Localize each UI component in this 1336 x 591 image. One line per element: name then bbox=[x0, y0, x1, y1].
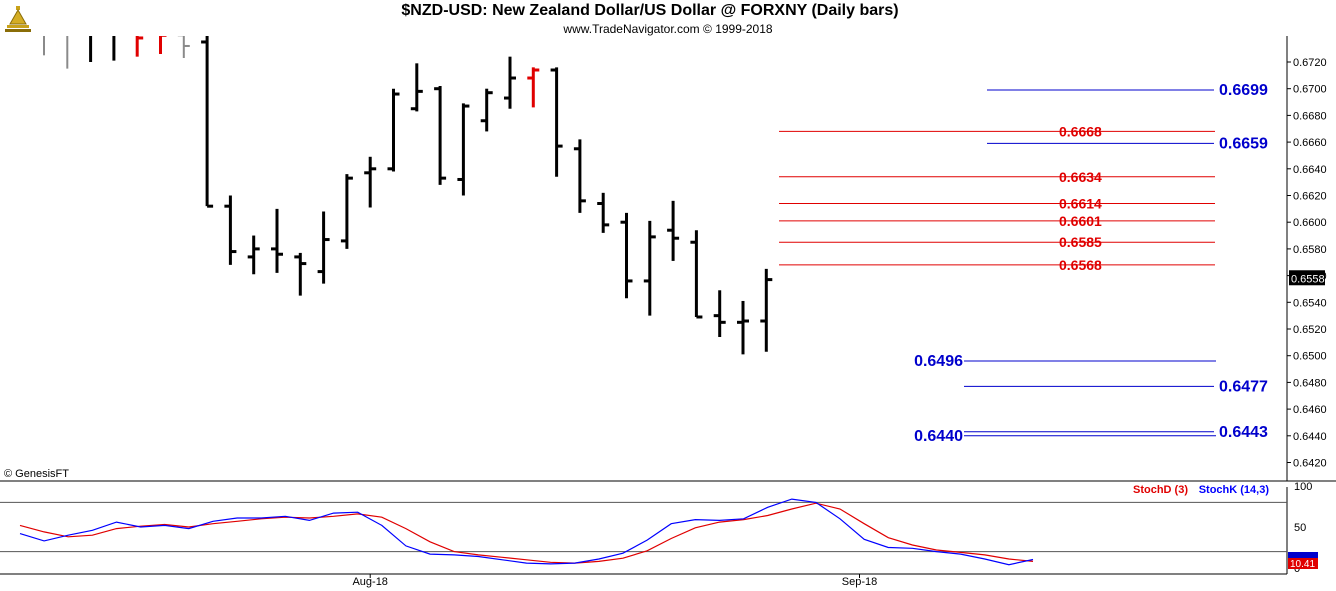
level-label: 0.6443 bbox=[1219, 424, 1268, 441]
level-label: 0.6614 bbox=[1059, 196, 1102, 212]
price-tick-label: 0.6480 bbox=[1293, 377, 1327, 389]
stoch-tick-label: 50 bbox=[1294, 522, 1306, 534]
price-tick-label: 0.6580 bbox=[1293, 244, 1327, 256]
credit-text: © GenesisFT bbox=[4, 468, 69, 480]
price-tick-label: 0.6540 bbox=[1293, 297, 1327, 309]
stoch-last-label: 10.41 bbox=[1290, 559, 1315, 570]
last-price-label: 0.6558 bbox=[1291, 273, 1325, 285]
chart-title: $NZD-USD: New Zealand Dollar/US Dollar @… bbox=[401, 2, 899, 19]
ohlc-bars-group bbox=[43, 36, 773, 355]
stoch-last-badge bbox=[1288, 558, 1318, 569]
level-label: 0.6699 bbox=[1219, 82, 1268, 99]
level-label: 0.6668 bbox=[1059, 123, 1102, 139]
date-tick-label: Sep-18 bbox=[842, 576, 877, 588]
level-label: 0.6496 bbox=[914, 353, 963, 370]
level-label: 0.6477 bbox=[1219, 378, 1268, 395]
price-tick-label: 0.6460 bbox=[1293, 404, 1327, 416]
level-label: 0.6634 bbox=[1059, 169, 1102, 185]
price-tick-label: 0.6440 bbox=[1293, 431, 1327, 443]
price-tick-label: 0.6680 bbox=[1293, 110, 1327, 122]
chart-subtitle: www.TradeNavigator.com © 1999-2018 bbox=[563, 22, 773, 36]
legend-stochk: StochK (14,3) bbox=[1199, 484, 1270, 496]
stoch-series-line bbox=[19, 498, 1034, 566]
price-tick-label: 0.6620 bbox=[1293, 191, 1327, 203]
price-tick-label: 0.6500 bbox=[1293, 351, 1327, 363]
level-label: 0.6568 bbox=[1059, 257, 1102, 273]
stoch-series-line bbox=[19, 502, 1034, 564]
price-tick-label: 0.6700 bbox=[1293, 84, 1327, 96]
last-price-badge bbox=[1289, 270, 1325, 286]
level-label: 0.6585 bbox=[1059, 234, 1102, 250]
date-tick-label: Aug-18 bbox=[352, 576, 387, 588]
level-label: 0.6601 bbox=[1059, 213, 1102, 229]
stoch-k-badge bbox=[1288, 552, 1318, 558]
price-tick-label: 0.6640 bbox=[1293, 164, 1327, 176]
price-tick-label: 0.6420 bbox=[1293, 458, 1327, 470]
trade-navigator-logo-icon bbox=[4, 4, 32, 34]
stoch-tick-label: 100 bbox=[1294, 481, 1312, 493]
level-label: 0.6659 bbox=[1219, 135, 1268, 152]
price-tick-label: 0.6720 bbox=[1293, 57, 1327, 69]
price-tick-label: 0.6520 bbox=[1293, 324, 1327, 336]
price-tick-label: 0.6660 bbox=[1293, 137, 1327, 149]
price-tick-label: 0.6600 bbox=[1293, 217, 1327, 229]
level-label: 0.6440 bbox=[914, 428, 963, 445]
legend-stochd: StochD (3) bbox=[1133, 484, 1188, 496]
